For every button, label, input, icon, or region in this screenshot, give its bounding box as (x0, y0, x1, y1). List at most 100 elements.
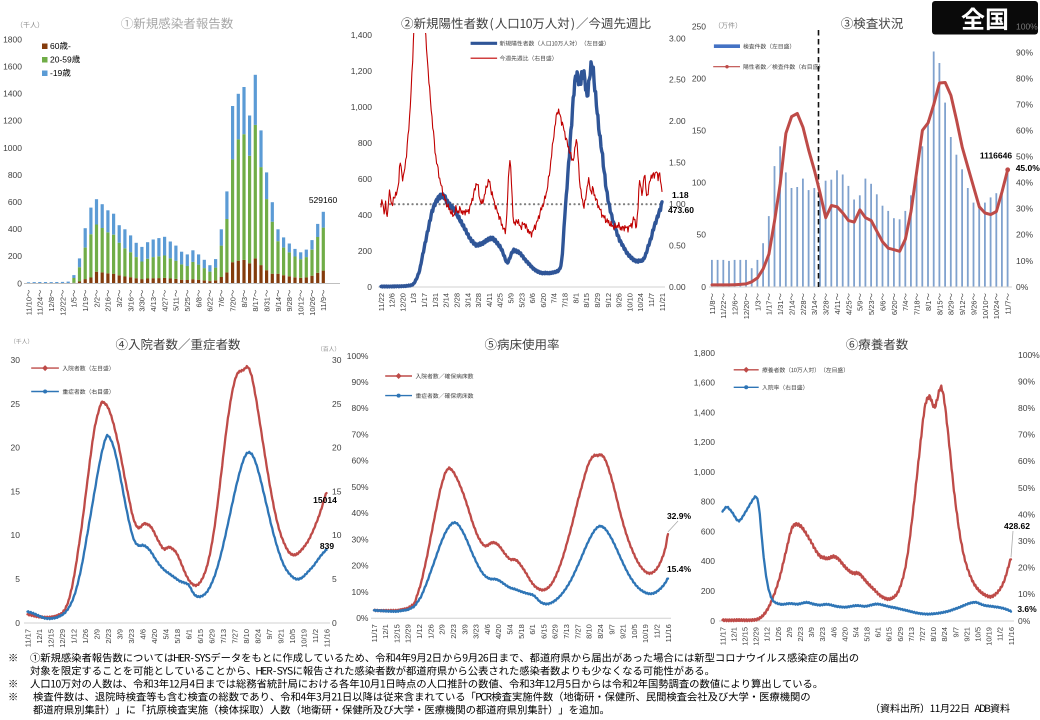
svg-text:11/10: 11/10 (24, 297, 33, 315)
svg-text:1/12: 1/12 (763, 627, 772, 642)
svg-text:11/16: 11/16 (322, 629, 331, 647)
svg-text:6/29: 6/29 (551, 624, 560, 639)
svg-text:1/31: 1/31 (776, 301, 785, 316)
svg-text:7/4: 7/4 (550, 293, 559, 303)
svg-text:45.0%: 45.0% (1016, 163, 1040, 173)
svg-text:5: 5 (15, 574, 20, 584)
svg-text:1,400: 1,400 (351, 30, 373, 40)
svg-text:800: 800 (701, 497, 715, 507)
svg-text:2/28: 2/28 (799, 301, 808, 316)
svg-text:0%: 0% (356, 613, 369, 623)
svg-text:6/6: 6/6 (528, 293, 537, 303)
svg-text:4/25: 4/25 (496, 293, 505, 308)
svg-text:2/9: 2/9 (92, 629, 101, 639)
svg-text:3/30: 3/30 (138, 297, 147, 312)
svg-text:0%: 0% (1016, 282, 1029, 292)
svg-text:9/7: 9/7 (951, 627, 960, 637)
svg-text:90%: 90% (351, 377, 368, 387)
svg-text:5/25: 5/25 (183, 297, 192, 312)
svg-text:11/7: 11/7 (647, 293, 656, 307)
svg-text:5/18: 5/18 (863, 627, 872, 642)
svg-text:15: 15 (332, 486, 342, 496)
svg-text:6/8: 6/8 (194, 297, 203, 307)
svg-text:600: 600 (8, 197, 22, 207)
svg-text:100%: 100% (1016, 21, 1038, 31)
svg-text:15: 15 (11, 486, 21, 496)
svg-text:7/13: 7/13 (907, 627, 916, 642)
svg-text:4/20: 4/20 (494, 624, 503, 639)
svg-text:6/15: 6/15 (539, 624, 548, 639)
svg-text:11/9: 11/9 (319, 297, 328, 311)
svg-text:4/6: 4/6 (829, 627, 838, 637)
svg-text:6/15: 6/15 (885, 627, 894, 642)
svg-text:529160: 529160 (309, 195, 338, 205)
svg-text:12/22: 12/22 (58, 297, 67, 316)
svg-text:1,600: 1,600 (694, 378, 716, 388)
svg-text:9/21: 9/21 (619, 624, 628, 639)
svg-text:2/9: 2/9 (785, 627, 794, 637)
svg-text:8/1: 8/1 (571, 293, 580, 303)
svg-text:7/6: 7/6 (217, 297, 226, 307)
svg-text:11/22: 11/22 (719, 301, 728, 319)
svg-text:100%: 100% (1018, 350, 1040, 360)
svg-text:5/23: 5/23 (867, 301, 876, 316)
svg-text:25: 25 (11, 399, 21, 409)
svg-text:2.00: 2.00 (669, 116, 686, 126)
svg-text:250: 250 (692, 21, 706, 31)
svg-text:428.62: 428.62 (1004, 521, 1030, 531)
svg-text:600: 600 (701, 526, 715, 536)
svg-text:10%: 10% (351, 587, 368, 597)
svg-text:7/13: 7/13 (562, 624, 571, 639)
svg-text:200: 200 (692, 73, 706, 83)
svg-text:12/1: 12/1 (381, 624, 390, 639)
svg-text:7/27: 7/27 (573, 624, 582, 639)
svg-text:10/19: 10/19 (299, 629, 308, 648)
svg-text:10/5: 10/5 (974, 627, 983, 642)
svg-text:11/17: 11/17 (718, 627, 727, 645)
svg-text:7/4: 7/4 (901, 301, 910, 311)
svg-text:1.50: 1.50 (669, 158, 686, 168)
svg-text:80%: 80% (1016, 73, 1033, 83)
svg-text:8/10: 8/10 (585, 624, 594, 639)
svg-text:9/21: 9/21 (276, 629, 285, 644)
svg-text:800: 800 (8, 170, 22, 180)
svg-text:10/24: 10/24 (992, 301, 1001, 320)
svg-text:2/2: 2/2 (92, 297, 101, 307)
svg-text:9/12: 9/12 (958, 301, 967, 316)
svg-text:1600: 1600 (3, 62, 22, 72)
svg-text:2/14: 2/14 (787, 301, 796, 316)
svg-text:7/18: 7/18 (561, 293, 570, 308)
svg-text:8/29: 8/29 (947, 301, 956, 316)
svg-text:11/2: 11/2 (653, 624, 662, 638)
svg-text:100%: 100% (347, 351, 369, 361)
svg-text:9/7: 9/7 (265, 629, 274, 639)
svg-text:2/23: 2/23 (796, 627, 805, 642)
svg-text:5/9: 5/9 (856, 301, 865, 311)
svg-text:2/23: 2/23 (104, 629, 113, 644)
svg-text:30: 30 (332, 355, 342, 365)
svg-text:3/14: 3/14 (810, 301, 819, 316)
svg-text:150: 150 (692, 126, 706, 136)
svg-text:7/27: 7/27 (230, 629, 239, 644)
svg-text:80%: 80% (351, 403, 368, 413)
svg-text:20%: 20% (1016, 230, 1033, 240)
svg-text:8/24: 8/24 (253, 629, 262, 644)
svg-text:1/5: 1/5 (70, 297, 79, 307)
svg-text:70%: 70% (1018, 430, 1035, 440)
svg-text:11/21: 11/21 (658, 293, 667, 311)
svg-text:1/3: 1/3 (409, 293, 418, 303)
svg-text:12/6: 12/6 (388, 293, 397, 308)
svg-text:12/29: 12/29 (752, 627, 761, 646)
svg-text:1/26: 1/26 (774, 627, 783, 642)
svg-text:-: - (68, 41, 71, 51)
svg-text:6/1: 6/1 (874, 627, 883, 637)
svg-text:2/23: 2/23 (449, 624, 458, 639)
svg-text:9/28: 9/28 (285, 297, 294, 312)
svg-text:11/22: 11/22 (377, 293, 386, 311)
svg-text:0: 0 (15, 618, 20, 628)
svg-text:3/23: 3/23 (472, 624, 481, 639)
svg-text:3/23: 3/23 (127, 629, 136, 644)
svg-text:4/6: 4/6 (483, 624, 492, 634)
svg-text:5/11: 5/11 (172, 297, 181, 311)
svg-text:90%: 90% (1018, 376, 1035, 386)
